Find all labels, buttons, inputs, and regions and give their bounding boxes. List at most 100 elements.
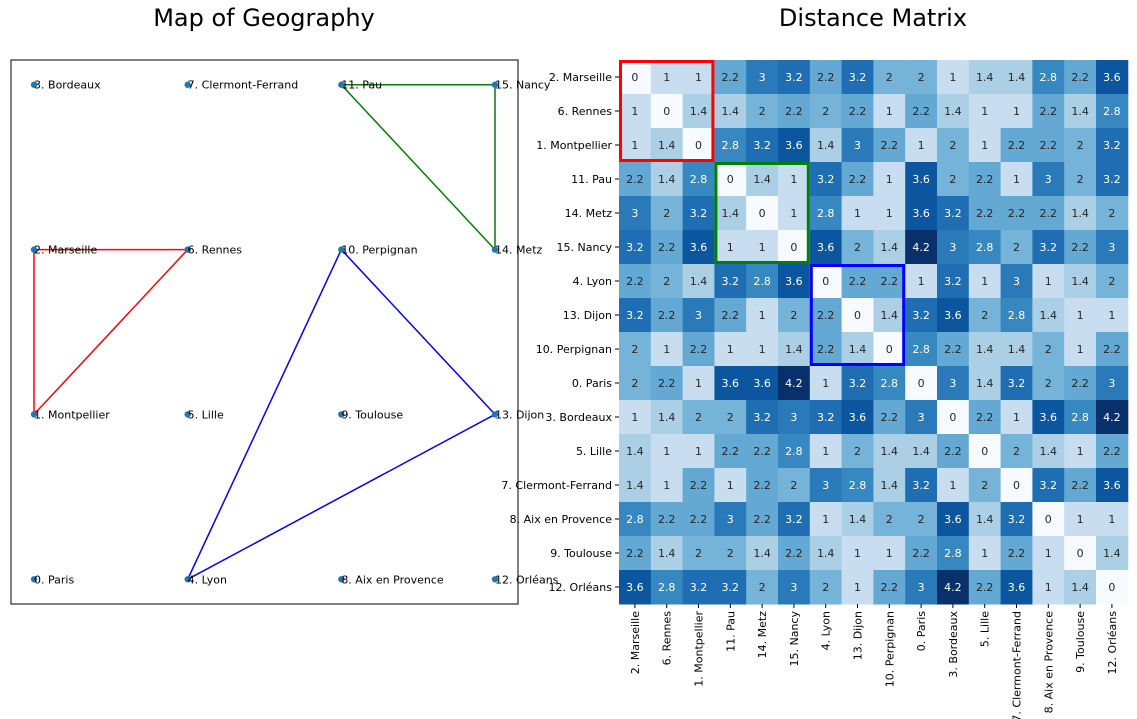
x-tick-label-15-nancy: 15. Nancy: [788, 611, 801, 667]
x-tick-label-0-paris: 0. Paris: [915, 611, 928, 651]
heatmap-cell: [1032, 94, 1065, 129]
heatmap-cell: [714, 400, 747, 435]
heatmap-cell: [968, 502, 1002, 537]
heatmap-cell: [841, 366, 874, 401]
heatmap-cell: [650, 298, 684, 333]
heatmap-cell: [809, 60, 843, 95]
heatmap-cell-value: 2.8: [849, 479, 867, 492]
heatmap-cell: [1032, 162, 1065, 197]
heatmap-cell: [619, 264, 652, 299]
heatmap-cell-value: 1.4: [626, 479, 644, 492]
heatmap-cell-value: 2.2: [690, 479, 708, 492]
heatmap-cell-value: 1: [981, 139, 988, 152]
heatmap-cell-value: 2.2: [690, 343, 708, 356]
heatmap-cell: [1032, 230, 1065, 265]
heatmap-cell-value: 3.2: [722, 275, 740, 288]
heatmap-cell-value: 1.4: [944, 105, 962, 118]
heatmap-cell: [682, 162, 715, 197]
heatmap-cell-value: 2.2: [1008, 547, 1026, 560]
heatmap-cell: [650, 94, 684, 129]
heatmap-cell-value: 3.6: [785, 139, 803, 152]
city-point-7-clermont-ferrand: [184, 81, 191, 88]
heatmap-cell: [1000, 434, 1033, 469]
heatmap-cell-value: 3.6: [785, 275, 803, 288]
heatmap-cell-value: 2.2: [1008, 207, 1026, 220]
heatmap-cell: [778, 196, 811, 231]
heatmap-cell: [778, 332, 811, 367]
heatmap-cell: [968, 230, 1002, 265]
heatmap-cell: [682, 298, 715, 333]
heatmap-cell-value: 1.4: [849, 513, 867, 526]
heatmap-cell-value: 1.4: [690, 275, 708, 288]
heatmap-cell-value: 3: [631, 207, 638, 220]
x-tick-label-9-toulouse: 9. Toulouse: [1074, 611, 1087, 673]
heatmap-cell: [778, 128, 811, 163]
heatmap-cell: [682, 60, 715, 95]
city-point-1-montpellier: [30, 411, 38, 418]
heatmap-cell: [746, 264, 779, 299]
heatmap-y-ticks: 2. Marseille 6. Rennes 1. Montpellier 11. P…: [501, 71, 619, 594]
heatmap-cell: [714, 366, 747, 401]
heatmap-cell-value: 2.8: [944, 547, 962, 560]
heatmap-cell-value: 1.4: [658, 139, 676, 152]
heatmap-cell: [809, 298, 843, 333]
city-label-13-dijon: 13. Dijon: [495, 408, 544, 421]
heatmap-cell: [1000, 570, 1033, 605]
heatmap-cell-value: 2: [663, 207, 670, 220]
heatmap-cell-value: 1.4: [881, 479, 899, 492]
heatmap-cell: [968, 60, 1002, 95]
heatmap-cell: [873, 502, 906, 537]
heatmap-cell: [1064, 94, 1097, 129]
heatmap-cell-value: 2.2: [881, 275, 899, 288]
heatmap-cell-value: 2: [1108, 275, 1115, 288]
city-point-6-rennes: [184, 246, 191, 253]
heatmap-cell-value: 1: [663, 445, 670, 458]
heatmap-cell-value: 0: [1077, 547, 1084, 560]
heatmap-cell: [809, 434, 843, 469]
highlight-block-3: [809, 264, 906, 366]
heatmap-cell-value: 3: [1013, 275, 1020, 288]
heatmap-cell-value: 3.2: [1008, 377, 1026, 390]
heatmap-cell-value: 1: [1077, 309, 1084, 322]
heatmap-cell-value: 3: [1108, 377, 1115, 390]
highlight-block-2: [714, 162, 810, 264]
heatmap-cell-value: 2.2: [1103, 445, 1121, 458]
heatmap-cell-value: 2: [918, 71, 925, 84]
y-tick-label-11-pau: 11. Pau: [571, 173, 612, 186]
heatmap-cell-value: 1.4: [1071, 581, 1089, 594]
heatmap-cell-value: 0: [949, 411, 956, 424]
heatmap-cell: [650, 434, 684, 469]
city-label-3-bordeaux: 3. Bordeaux: [34, 79, 101, 92]
heatmap-cell-value: 2: [949, 173, 956, 186]
heatmap-cell-value: 2.2: [1008, 139, 1026, 152]
heatmap-cell: [841, 230, 874, 265]
heatmap-cell: [1000, 230, 1033, 265]
heatmap-cell-value: 2.8: [785, 445, 803, 458]
heatmap-cell: [619, 332, 652, 367]
x-tick-label-4-lyon: 4. Lyon: [820, 611, 833, 650]
city-label-6-rennes: 6. Rennes: [188, 244, 243, 257]
heatmap-cell-value: 1.4: [976, 343, 994, 356]
heatmap-cell-value: 2: [759, 105, 766, 118]
heatmap-cell: [714, 434, 747, 469]
heatmap-cell: [873, 94, 906, 129]
city-point-4-lyon: [184, 576, 191, 583]
heatmap-cell: [619, 400, 652, 435]
heatmap-cell: [682, 434, 715, 469]
heatmap-cell: [650, 60, 684, 95]
heatmap-cell-value: 1.4: [753, 173, 771, 186]
heatmap-cell: [841, 332, 874, 367]
heatmap-cell: [682, 230, 715, 265]
heatmap-cell-value: 2.2: [849, 173, 867, 186]
heatmap-cell: [809, 162, 843, 197]
city-point-5-lille: [184, 411, 191, 418]
heatmap-cell: [778, 366, 811, 401]
heatmap-cell: [905, 264, 938, 299]
heatmap-cell-value: 3.2: [626, 241, 644, 254]
heatmap-cell-value: 1: [886, 105, 893, 118]
heatmap-cell-value: 2.2: [658, 513, 676, 526]
heatmap-cell-value: 3.6: [1008, 581, 1026, 594]
heatmap-cell-value: 2.2: [817, 343, 835, 356]
city-label-8-aix-en-provence: 8. Aix en Provence: [341, 573, 444, 586]
heatmap-cell: [1096, 468, 1129, 503]
